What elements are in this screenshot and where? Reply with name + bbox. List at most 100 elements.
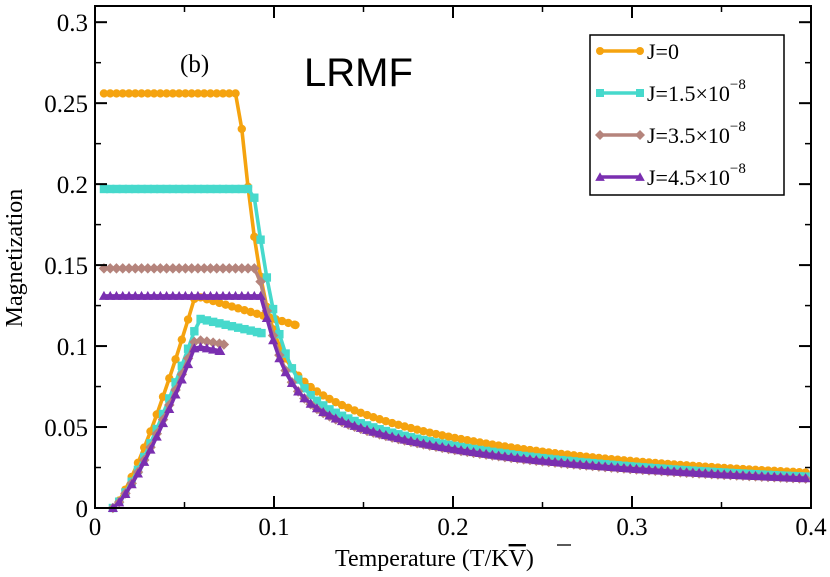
data-point-marker xyxy=(374,428,385,438)
data-point-marker xyxy=(255,290,266,300)
data-point-marker xyxy=(199,184,209,194)
data-point-marker xyxy=(662,466,673,476)
data-point-marker xyxy=(170,389,181,399)
data-point-marker xyxy=(596,89,604,97)
data-point-marker xyxy=(252,327,262,337)
data-point-marker xyxy=(287,364,297,373)
data-point-marker xyxy=(306,390,315,400)
data-point-marker xyxy=(481,448,492,458)
data-point-marker xyxy=(164,403,175,414)
data-point-marker xyxy=(438,431,447,440)
chart-title: LRMF xyxy=(304,51,413,95)
data-point-marker xyxy=(405,435,416,445)
data-point-marker xyxy=(449,444,460,454)
legend-entry-base: J=1.5×10 xyxy=(647,81,730,106)
data-point-marker xyxy=(380,430,391,440)
data-point-marker xyxy=(131,89,140,98)
data-point-marker xyxy=(312,396,322,405)
x-tick-label: 0.1 xyxy=(258,514,289,541)
data-point-marker xyxy=(575,459,586,469)
data-point-marker xyxy=(143,184,153,194)
legend-entry-label: J=4.5×10−8 xyxy=(647,161,746,190)
data-point-marker xyxy=(126,479,137,489)
data-point-marker xyxy=(463,436,472,445)
data-point-marker xyxy=(173,263,185,274)
data-point-marker xyxy=(206,184,215,194)
data-point-marker xyxy=(161,263,172,274)
data-point-marker xyxy=(192,263,204,274)
data-point-marker xyxy=(211,263,222,274)
data-point-marker xyxy=(162,184,171,194)
data-point-marker xyxy=(331,397,340,407)
data-point-marker xyxy=(145,444,156,454)
data-point-marker xyxy=(117,263,128,274)
data-point-marker xyxy=(430,440,442,450)
legend-entry-label: J=3.5×10−8 xyxy=(647,119,746,148)
y-tick-label: 0.25 xyxy=(44,91,88,118)
data-point-marker xyxy=(319,401,328,410)
data-point-marker xyxy=(568,458,579,468)
y-tick-label: 0.2 xyxy=(57,172,88,199)
data-point-marker xyxy=(737,470,749,480)
data-point-marker xyxy=(242,263,254,274)
data-point-marker xyxy=(763,471,774,481)
legend: J=0J=1.5×10−8J=3.5×10−8J=4.5×10−8 xyxy=(589,34,785,196)
data-point-marker xyxy=(413,425,422,434)
data-point-marker xyxy=(299,393,310,403)
data-point-marker xyxy=(167,263,179,274)
data-point-marker xyxy=(744,470,755,480)
data-point-marker xyxy=(131,184,140,194)
data-point-marker xyxy=(176,374,187,384)
data-point-marker xyxy=(262,273,272,282)
data-point-marker xyxy=(368,426,379,436)
data-point-marker xyxy=(300,384,309,393)
x-axis-title-vbar: V xyxy=(509,546,527,572)
data-point-marker xyxy=(156,184,165,194)
data-point-marker xyxy=(114,497,125,507)
data-point-marker xyxy=(205,263,216,274)
data-point-marker xyxy=(635,130,645,140)
data-point-marker xyxy=(156,89,165,98)
data-point-marker xyxy=(275,329,284,339)
data-point-marker xyxy=(149,184,159,194)
legend-entry-exponent: −8 xyxy=(730,119,746,135)
data-point-marker xyxy=(781,472,792,482)
data-point-marker xyxy=(123,263,135,274)
data-point-marker xyxy=(225,89,234,98)
data-point-marker xyxy=(769,471,780,481)
data-point-marker xyxy=(231,89,240,98)
x-tick-label: 0.4 xyxy=(795,514,827,541)
data-point-marker xyxy=(587,460,598,470)
data-point-marker xyxy=(636,89,644,97)
data-point-marker xyxy=(506,452,517,462)
data-point-marker xyxy=(99,184,109,194)
data-point-marker xyxy=(562,458,573,468)
data-point-marker xyxy=(118,184,127,194)
panel-label: (b) xyxy=(180,51,209,78)
x-axis-title: Temperature (T/KV) xyxy=(335,546,534,572)
data-point-marker xyxy=(237,124,246,134)
data-point-marker xyxy=(250,193,259,202)
data-point-marker xyxy=(488,440,497,449)
data-point-marker xyxy=(177,361,187,370)
data-point-marker xyxy=(268,304,278,314)
data-point-marker xyxy=(183,359,194,369)
data-point-marker xyxy=(137,184,146,194)
data-point-marker xyxy=(106,89,115,98)
data-point-marker xyxy=(130,263,141,274)
data-point-marker xyxy=(596,47,604,55)
data-point-marker xyxy=(330,413,341,423)
data-point-marker xyxy=(687,467,698,477)
data-point-marker xyxy=(104,263,116,274)
data-point-marker xyxy=(600,461,611,471)
data-point-marker xyxy=(549,456,561,467)
data-point-marker xyxy=(257,328,266,338)
data-point-marker xyxy=(475,438,485,447)
data-point-marker xyxy=(293,375,303,384)
x-tick-label: 0 xyxy=(89,514,102,541)
data-point-marker xyxy=(215,345,226,355)
data-point-marker xyxy=(493,450,504,460)
data-point-marker xyxy=(556,457,567,467)
data-point-marker xyxy=(468,447,479,457)
data-point-marker xyxy=(444,432,453,441)
